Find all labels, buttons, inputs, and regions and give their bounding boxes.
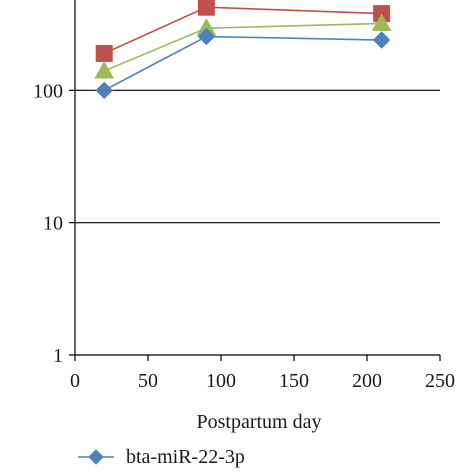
data-point-square [95,44,113,62]
y-axis: 1 10 100 [33,0,76,367]
data-point-triangle [94,60,115,79]
x-tick-label: 100 [206,370,236,392]
x-tick-label: 150 [279,370,309,392]
y-tick-label: 100 [33,80,63,102]
series-line-diamond [103,35,382,92]
x-axis-label: Postpartum day [197,411,322,433]
legend-label: bta-miR-22-3p [126,446,245,468]
data-point-diamond [372,31,391,49]
data-point-triangle [371,13,392,31]
legend: bta-miR-22-3p [78,446,245,468]
x-tick-label: 200 [352,370,382,392]
x-axis: 0 50 100 150 200 250 [70,354,455,392]
gridlines [75,89,440,224]
y-tick-label: 1 [53,345,63,367]
y-tick-label: 10 [43,213,63,235]
x-tick-label: 250 [425,370,455,392]
data-point-diamond [197,27,216,46]
series-group [94,0,392,100]
x-tick-label: 50 [138,370,158,392]
series-line-triangle [103,22,382,72]
legend-marker [88,449,104,465]
series-line-square [103,6,382,55]
data-point-square [197,0,215,16]
x-tick-label: 0 [70,370,80,392]
data-point-diamond [95,81,113,100]
